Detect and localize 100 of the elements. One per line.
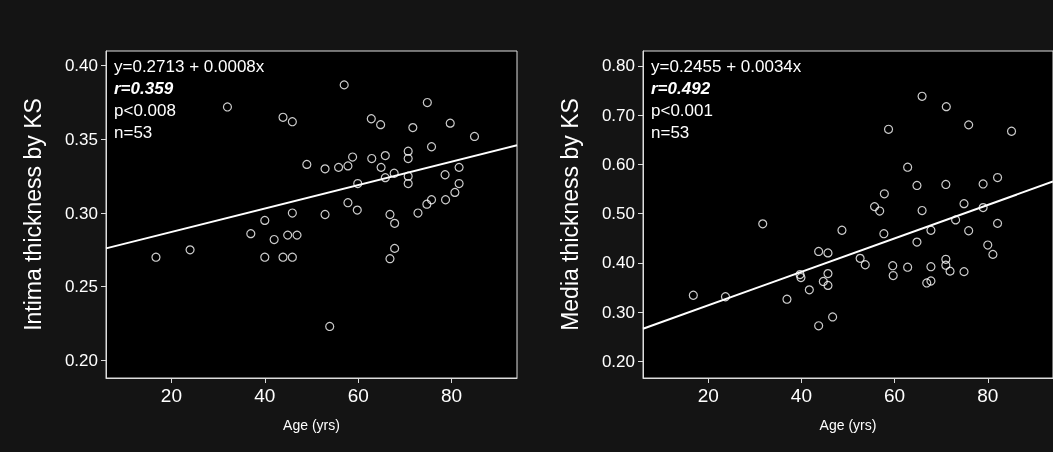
point	[376, 162, 386, 172]
point	[758, 219, 768, 229]
point	[343, 161, 353, 171]
point	[883, 124, 894, 134]
point	[339, 80, 349, 90]
point	[454, 162, 464, 172]
point	[941, 102, 951, 112]
point	[814, 321, 824, 331]
point	[390, 243, 400, 253]
point	[926, 262, 936, 272]
point	[978, 203, 988, 213]
annotation: n=53	[651, 123, 690, 142]
point	[879, 189, 889, 199]
point	[348, 152, 358, 162]
y-tick-label: 0.25	[64, 277, 98, 297]
y-tick-label: 0.80	[601, 56, 635, 76]
point	[302, 159, 312, 170]
point	[278, 252, 288, 262]
point	[978, 179, 988, 189]
point	[912, 237, 922, 247]
point	[828, 312, 838, 322]
y-tick-label: 0.70	[601, 105, 635, 125]
point	[782, 294, 792, 304]
point	[469, 131, 480, 142]
x-axis-title: Age (yrs)	[819, 417, 877, 433]
point	[367, 153, 377, 164]
point	[353, 178, 363, 189]
y-tick-label: 0.40	[601, 253, 635, 273]
point	[320, 209, 330, 220]
point	[246, 229, 256, 239]
point	[385, 254, 395, 264]
point	[888, 270, 898, 281]
point	[185, 245, 195, 255]
x-tick-label: 80	[977, 385, 999, 406]
point	[917, 91, 927, 101]
point	[325, 321, 335, 332]
point	[855, 253, 865, 263]
point	[688, 290, 698, 300]
point	[888, 261, 898, 271]
point	[823, 280, 833, 291]
point	[450, 187, 460, 197]
x-tick-label: 60	[347, 385, 369, 406]
point	[879, 229, 889, 239]
point	[269, 234, 279, 245]
x-tick-label: 80	[441, 385, 463, 406]
point	[287, 117, 297, 127]
y-tick-label: 0.35	[64, 129, 98, 149]
point	[869, 202, 880, 212]
point	[422, 97, 432, 108]
point	[875, 206, 885, 216]
x-axis-title: Age (yrs)	[283, 417, 340, 433]
point	[403, 146, 413, 156]
annotation: r=0.492	[651, 79, 711, 98]
point	[818, 276, 828, 287]
point	[951, 215, 961, 225]
point	[945, 266, 955, 276]
point	[926, 225, 936, 235]
point	[426, 142, 437, 152]
point	[941, 254, 951, 264]
point	[988, 249, 998, 259]
point	[814, 246, 824, 257]
point	[823, 269, 833, 279]
point	[380, 150, 390, 161]
point	[366, 114, 376, 124]
point	[389, 168, 399, 178]
point	[426, 195, 437, 205]
point	[422, 199, 432, 209]
point	[440, 170, 450, 180]
annotation: n=53	[114, 123, 153, 142]
point	[983, 240, 993, 250]
point	[860, 260, 870, 270]
point	[151, 252, 161, 262]
point	[917, 205, 927, 216]
point	[278, 112, 288, 122]
point	[823, 248, 833, 258]
point	[403, 171, 413, 181]
point	[408, 123, 418, 133]
point	[964, 226, 974, 236]
point	[959, 267, 969, 277]
point	[352, 205, 362, 215]
point	[922, 278, 932, 288]
point	[334, 162, 344, 172]
annotation: y=0.2455 + 0.0034x	[651, 57, 802, 76]
y-axis-title: Intima thickness by KS	[19, 98, 46, 331]
point	[445, 118, 455, 128]
point	[941, 260, 951, 270]
point	[837, 225, 847, 235]
point	[403, 178, 413, 189]
point	[287, 208, 297, 218]
point	[376, 120, 386, 130]
point	[390, 218, 400, 228]
point	[385, 209, 395, 220]
y-tick-label: 0.40	[64, 56, 98, 76]
annotation: r=0.359	[114, 79, 174, 98]
x-tick-label: 40	[254, 385, 276, 406]
point	[413, 208, 423, 218]
y-axis-title: Media thickness by KS	[556, 98, 583, 331]
x-tick-label: 60	[884, 385, 906, 406]
point	[454, 178, 464, 189]
point	[380, 173, 390, 183]
